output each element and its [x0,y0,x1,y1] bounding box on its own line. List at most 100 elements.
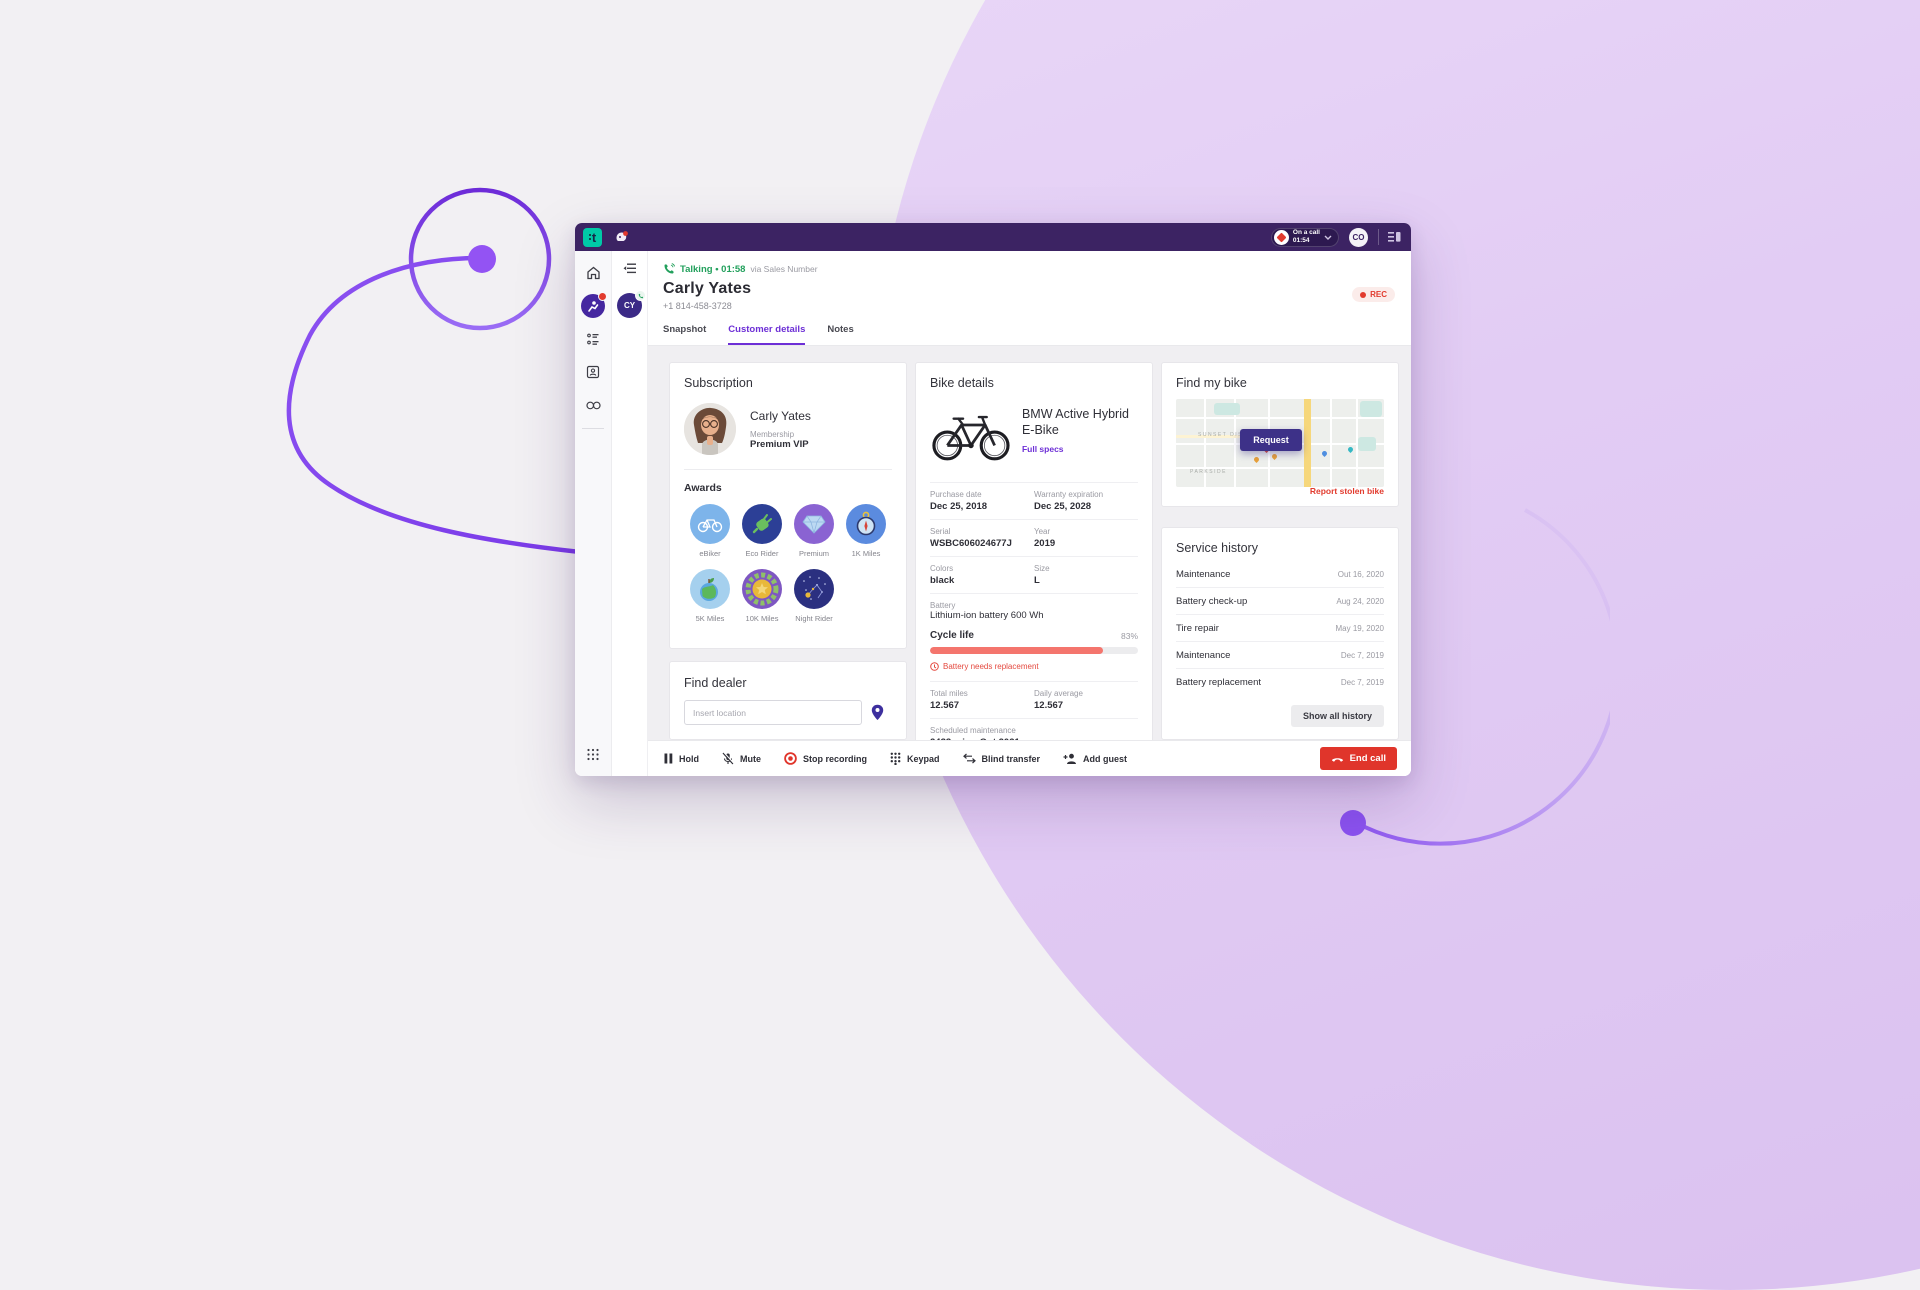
5k-miles-badge-icon [690,569,730,609]
service-history-card: Service history Maintenance Out 16, 2020… [1161,527,1399,740]
award-5k-miles[interactable]: 5K Miles [684,569,736,623]
bike-field-row: Colors black Size L [930,556,1138,593]
customer-photo [684,403,736,455]
call-header: Talking • 01:58 via Sales Number Carly Y… [648,251,1411,346]
phone-down-icon [1331,757,1343,762]
service-row: Maintenance Out 16, 2020 [1176,561,1384,588]
service-row: Tire repair May 19, 2020 [1176,615,1384,642]
night-rider-badge-icon [794,569,834,609]
tab-customer-details[interactable]: Customer details [728,324,806,345]
scheduled-value: 2433 mi or Out 2021 [930,737,1138,740]
conversation-avatar[interactable]: CY [617,290,646,318]
award-premium[interactable]: Premium [788,504,840,558]
bike-name: BMW Active Hybrid E-Bike [1021,407,1129,438]
user-avatar[interactable]: CO [1349,227,1368,247]
battery-warning: Battery needs replacement [930,662,1138,671]
award-night-rider[interactable]: Night Rider [788,569,840,623]
blind-transfer-button[interactable]: Blind transfer [962,753,1040,764]
nav-integrations[interactable] [581,393,605,417]
call-controls-bar: Hold Mute Stop recordi [648,740,1411,776]
service-history-title: Service history [1176,541,1258,555]
total-miles: 12.567 [930,700,960,711]
link-icon [585,401,601,409]
miles-row: Total miles 12.567 Daily average 12.567 [930,681,1138,718]
talkdesk-logo-icon[interactable]: t [583,227,602,247]
nav-activity[interactable] [581,327,605,351]
location-input[interactable] [684,700,862,725]
assistant-icon[interactable] [614,230,629,245]
contact-card-icon [586,365,600,379]
awards-title: Awards [684,482,722,494]
subscription-title: Subscription [684,376,753,390]
status-timer: 01:54 [1292,237,1310,244]
award-ebiker[interactable]: eBiker [684,504,736,558]
ebiker-badge-icon [690,504,730,544]
bike-details-card: Bike details [915,362,1153,740]
cycle-life-percent: 83% [1120,630,1138,641]
chevron-down-icon [1324,235,1332,240]
10k-miles-badge-icon [742,569,782,609]
activity-list-icon [587,333,599,345]
map-road [1304,399,1311,487]
awards-grid: eBiker Eco Rider [684,504,892,623]
scheduled-maintenance-row: Scheduled maintenance 2433 mi or Out 202… [930,718,1138,740]
app-window: t On a call 01:54 CO [575,223,1411,776]
apps-grid-icon[interactable] [587,748,600,766]
panel-toggle-icon[interactable] [1388,231,1401,243]
award-10k-miles[interactable]: 10K Miles [736,569,788,623]
service-row: Battery replacement Dec 7, 2019 [1176,677,1384,688]
bike-details-title: Bike details [930,376,994,390]
map-pin [1320,449,1329,458]
report-stolen-bike-link[interactable]: Report stolen bike [1309,486,1384,496]
end-call-button[interactable]: End call [1319,747,1397,770]
award-1k-miles[interactable]: 1K Miles [840,504,892,558]
mic-off-icon [722,752,734,765]
cycle-life-label: Cycle life [930,630,974,641]
premium-badge-icon [794,504,834,544]
add-guest-button[interactable]: Add guest [1063,753,1127,765]
agent-status-dropdown[interactable]: On a call 01:54 [1270,227,1339,247]
bike-image [932,415,1010,461]
customer-phone: +1 814-458-3728 [663,301,732,311]
recording-indicator: REC [1352,287,1395,302]
keypad-button[interactable]: Keypad [890,752,940,765]
stop-recording-button[interactable]: Stop recording [784,752,867,765]
transfer-arrows-icon [962,753,976,764]
show-all-history-button[interactable]: Show all history [1290,705,1384,727]
nav-home[interactable] [581,261,605,285]
service-row: Battery check-up Aug 24, 2020 [1176,588,1384,615]
mute-button[interactable]: Mute [722,752,761,765]
map-pin [1252,455,1261,464]
content-area: Subscription [648,346,1411,740]
bike-map[interactable]: SUNSET DIST PARKSIDE Request [1176,399,1384,487]
map-pin [1270,452,1279,461]
titlebar: t On a call 01:54 CO [575,223,1411,251]
nav-conversations-active[interactable] [581,292,607,318]
customer-name: Carly Yates [663,280,752,297]
map-pin [1346,445,1355,454]
status-label: On a call [1292,229,1320,237]
hold-button[interactable]: Hold [664,753,699,764]
call-status: Talking • 01:58 [680,263,746,275]
profile-name: Carly Yates [750,408,811,423]
collapse-panel-icon[interactable] [623,261,637,279]
map-label-district: SUNSET DIST [1198,432,1248,438]
map-label-parkside: PARKSIDE [1190,469,1227,475]
award-eco-rider[interactable]: Eco Rider [736,504,788,558]
find-dealer-title: Find dealer [684,676,747,690]
request-button[interactable]: Request [1240,429,1302,451]
tab-notes[interactable]: Notes [827,324,854,335]
alert-icon [930,662,939,671]
nav-contacts[interactable] [581,360,605,384]
nav-rail [575,251,612,776]
cycle-life-progress [930,647,1138,654]
find-my-bike-title: Find my bike [1176,376,1247,390]
record-stop-icon [784,752,797,765]
call-badge-icon [635,290,646,301]
location-pin-icon[interactable] [871,704,884,721]
rec-dot-icon [1360,291,1367,298]
full-specs-link[interactable]: Full specs [1021,443,1064,454]
subscription-card: Subscription [669,362,907,649]
find-my-bike-card: Find my bike [1161,362,1399,507]
tab-snapshot[interactable]: Snapshot [663,324,707,335]
